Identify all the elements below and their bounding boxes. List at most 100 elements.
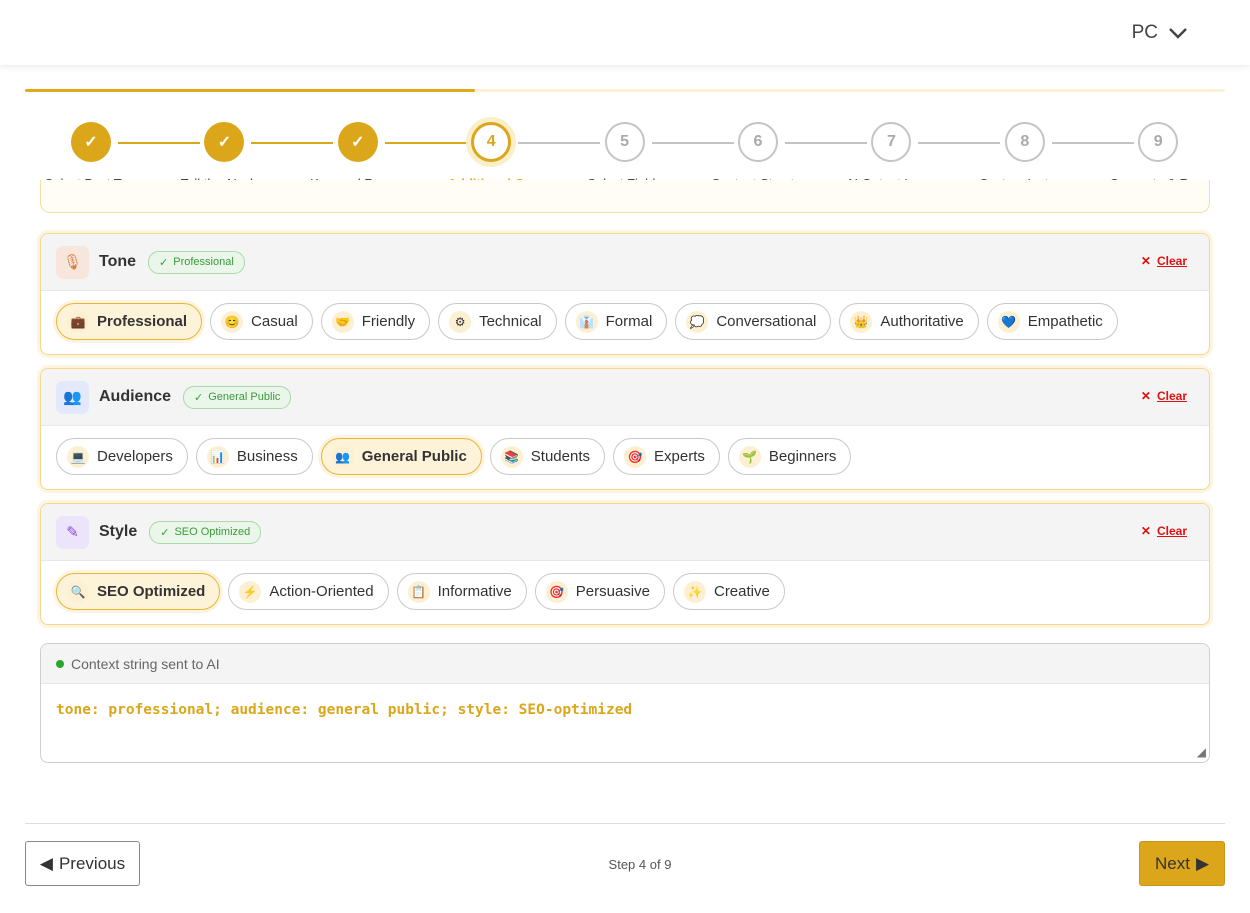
step-connector bbox=[384, 142, 467, 144]
option-chip[interactable]: 🔍 SEO Optimized bbox=[56, 573, 221, 610]
option-label: Professional bbox=[97, 313, 188, 330]
check-icon: ✓ bbox=[84, 134, 98, 151]
option-chip[interactable]: 👑 Authoritative bbox=[839, 303, 979, 340]
option-chip[interactable]: ⚡ Action-Oriented bbox=[228, 573, 389, 610]
step-connector bbox=[651, 142, 734, 144]
caret-right-icon: ▶ bbox=[1195, 853, 1210, 873]
option-label: Creative bbox=[713, 583, 770, 600]
option-emoji-icon: 💭 bbox=[686, 310, 709, 333]
step-connector bbox=[785, 142, 867, 144]
previous-button[interactable]: ◀ Previous bbox=[25, 841, 140, 886]
option-label: General Public bbox=[361, 448, 467, 465]
step-circle: 9 bbox=[1138, 122, 1179, 162]
option-chip[interactable]: 🎯 Persuasive bbox=[534, 573, 665, 610]
badge-text: SEO Optimized bbox=[174, 525, 251, 538]
option-chip[interactable]: 💻 Developers bbox=[56, 438, 188, 475]
step-connector bbox=[518, 142, 601, 144]
device-dropdown[interactable]: PC bbox=[1132, 22, 1188, 44]
context-box: Context string sent to AI tone: professi… bbox=[40, 643, 1210, 763]
option-label: Persuasive bbox=[575, 583, 650, 600]
status-dot bbox=[56, 659, 64, 668]
step-indicator: Step 4 of 9 bbox=[608, 857, 672, 872]
tone-icon: 🎙 bbox=[56, 245, 89, 279]
style-header: ✎ Style ✓ SEO Optimized ✕ Clear bbox=[41, 504, 1209, 561]
check-icon: ✓ bbox=[159, 256, 169, 269]
device-label: PC bbox=[1131, 22, 1158, 43]
option-label: Technical bbox=[479, 313, 542, 330]
option-emoji-icon: ✨ bbox=[683, 580, 706, 603]
top-header: PC bbox=[0, 0, 1250, 65]
footer-divider bbox=[25, 823, 1225, 824]
check-icon: ✓ bbox=[351, 134, 365, 151]
option-chip[interactable]: 🌱 Beginners bbox=[727, 438, 852, 475]
chevron-down-icon bbox=[1169, 28, 1187, 39]
option-emoji-icon: ⚙ bbox=[449, 310, 472, 333]
option-chip[interactable]: ✨ Creative bbox=[672, 573, 785, 610]
step-connector bbox=[251, 142, 334, 144]
next-button[interactable]: Next ▶ bbox=[1139, 841, 1225, 886]
option-chip[interactable]: 😊 Casual bbox=[210, 303, 313, 340]
close-icon: ✕ bbox=[1140, 524, 1151, 538]
option-chip[interactable]: 🤝 Friendly bbox=[320, 303, 431, 340]
audience-card: 👥 Audience ✓ General Public ✕ Clear 💻 Devel… bbox=[40, 368, 1210, 490]
previous-label: Previous bbox=[58, 853, 126, 873]
option-emoji-icon: 📚 bbox=[500, 445, 523, 468]
option-emoji-icon: 💼 bbox=[67, 310, 89, 333]
step-circle: 5 bbox=[604, 122, 645, 162]
option-label: Empathetic bbox=[1027, 313, 1103, 330]
option-chip[interactable]: 📚 Students bbox=[489, 438, 606, 475]
context-header: Context string sent to AI bbox=[41, 644, 1209, 684]
context-textarea[interactable]: tone: professional; audience: general pu… bbox=[56, 702, 633, 718]
audience-header: 👥 Audience ✓ General Public ✕ Clear bbox=[41, 369, 1209, 426]
option-label: Conversational bbox=[716, 313, 817, 330]
step-circle: 7 bbox=[871, 122, 912, 162]
option-chip[interactable]: 📊 Business bbox=[195, 438, 313, 475]
step-connector bbox=[918, 142, 1001, 144]
clear-label: Clear bbox=[1156, 524, 1187, 538]
step-number: 4 bbox=[486, 133, 496, 150]
option-label: Formal bbox=[605, 313, 653, 330]
option-emoji-icon: 🤝 bbox=[331, 310, 354, 333]
option-chip[interactable]: ⚙ Technical bbox=[438, 303, 557, 340]
step-8[interactable]: 8 Custom Instru... bbox=[958, 122, 1091, 191]
option-chip[interactable]: 🎯 Experts bbox=[613, 438, 720, 475]
option-chip[interactable]: 💙 Empathetic bbox=[986, 303, 1118, 340]
check-icon: ✓ bbox=[217, 134, 232, 151]
step-circle: ✓ bbox=[204, 122, 245, 162]
style-title: Style bbox=[99, 523, 138, 540]
option-label: Business bbox=[236, 448, 298, 465]
step-number: 6 bbox=[753, 133, 763, 150]
tone-options: 💼 Professional 😊 Casual 🤝 Friendly ⚙ Technical 👔… bbox=[41, 291, 1209, 340]
option-chip[interactable]: 💭 Conversational bbox=[675, 303, 832, 340]
step-number: 7 bbox=[886, 133, 896, 150]
audience-clear-button[interactable]: ✕ Clear bbox=[1141, 389, 1187, 403]
option-chip[interactable]: 👔 Formal bbox=[564, 303, 668, 340]
tone-title: Tone bbox=[99, 253, 137, 270]
tone-clear-button[interactable]: ✕ Clear bbox=[1141, 254, 1187, 268]
badge-text: General Public bbox=[208, 390, 281, 403]
selected-badge: ✓ SEO Optimized bbox=[149, 520, 262, 544]
resize-handle-icon[interactable]: ◢ bbox=[1196, 745, 1206, 759]
audience-options: 💻 Developers 📊 Business 👥 General Public 📚 Stud… bbox=[41, 426, 1209, 475]
option-emoji-icon: 🎯 bbox=[545, 580, 568, 603]
option-label: SEO Optimized bbox=[97, 583, 206, 600]
collapsed-card bbox=[40, 180, 1210, 213]
option-emoji-icon: 📋 bbox=[407, 580, 430, 603]
step-circle: 6 bbox=[738, 122, 778, 162]
style-clear-button[interactable]: ✕ Clear bbox=[1141, 524, 1187, 538]
option-chip[interactable]: 📋 Informative bbox=[396, 573, 527, 610]
option-chip[interactable]: 👥 General Public bbox=[320, 438, 482, 475]
audience-icon: 👥 bbox=[56, 380, 89, 414]
option-emoji-icon: 🔍 bbox=[67, 580, 89, 603]
selected-badge: ✓ General Public bbox=[183, 385, 292, 409]
option-emoji-icon: 🎯 bbox=[624, 445, 647, 468]
selected-badge: ✓ Professional bbox=[148, 250, 245, 274]
audience-title: Audience bbox=[99, 388, 172, 405]
option-chip[interactable]: 💼 Professional bbox=[56, 303, 203, 340]
step-circle: ✓ bbox=[71, 122, 111, 162]
caret-left-icon: ◀ bbox=[39, 853, 53, 873]
option-emoji-icon: 💙 bbox=[997, 310, 1020, 333]
option-label: Beginners bbox=[768, 448, 837, 465]
progress-bar bbox=[25, 89, 1225, 92]
step-circle: 8 bbox=[1004, 122, 1045, 162]
